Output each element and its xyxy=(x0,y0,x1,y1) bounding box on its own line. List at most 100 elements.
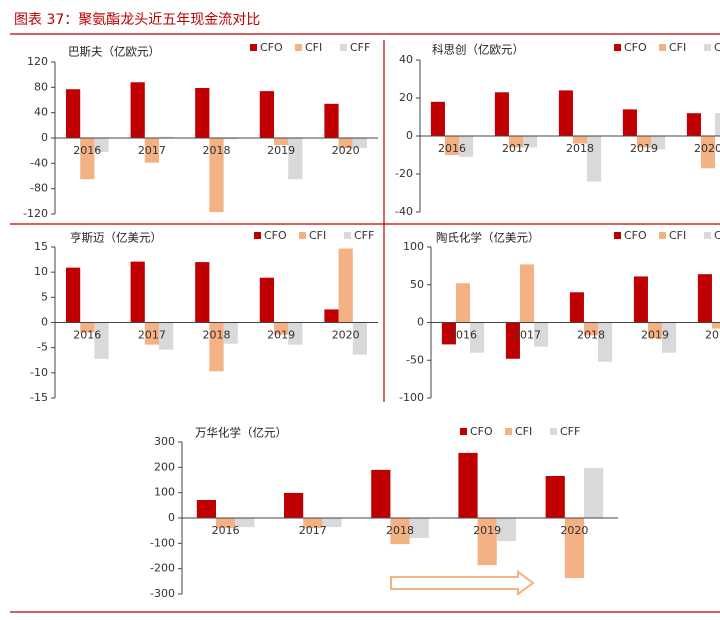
legend-swatch xyxy=(254,232,261,239)
x-tick-label: 2017 xyxy=(138,144,166,157)
bar xyxy=(583,468,604,518)
chart-title: 科思创（亿欧元） xyxy=(432,43,524,57)
y-tick-label: 0 xyxy=(417,316,424,329)
chart-title: 陶氏化学（亿美元） xyxy=(436,231,540,245)
y-tick-label: 50 xyxy=(410,278,424,291)
x-tick-label: 2019 xyxy=(641,329,669,342)
bar xyxy=(459,136,474,157)
x-tick-label: 2018 xyxy=(566,142,594,155)
bar xyxy=(622,109,637,136)
bar xyxy=(80,322,95,333)
x-tick-label: 2019 xyxy=(267,329,295,342)
x-tick-label: 2016 xyxy=(73,329,101,342)
x-tick-label: 2016 xyxy=(438,142,466,155)
bar xyxy=(322,518,342,528)
legend-label: CFF xyxy=(354,229,374,242)
bar xyxy=(159,136,174,138)
legend-label: CFF xyxy=(714,229,720,242)
y-tick-label: 0 xyxy=(168,511,175,524)
y-tick-label: -50 xyxy=(406,353,424,366)
bar xyxy=(711,322,720,329)
y-tick-label: 0 xyxy=(41,316,48,329)
x-tick-label: 2018 xyxy=(386,524,414,537)
x-tick-label: 2020 xyxy=(332,144,360,157)
bar xyxy=(558,90,573,136)
legend-label: CFF xyxy=(350,41,370,54)
bar xyxy=(569,292,584,323)
x-tick-label: 2017 xyxy=(502,142,530,155)
arrow xyxy=(390,570,535,596)
bar xyxy=(338,138,353,149)
y-tick-label: 80 xyxy=(34,80,48,93)
bar xyxy=(303,518,323,529)
bar xyxy=(494,92,509,136)
bar xyxy=(697,274,712,323)
y-tick-label: 15 xyxy=(34,240,48,253)
legend-swatch xyxy=(250,44,257,51)
legend-label: CFO xyxy=(624,229,647,242)
bar xyxy=(430,101,445,136)
x-tick-label: 2016 xyxy=(449,329,477,342)
bar xyxy=(458,452,478,518)
bar xyxy=(651,136,666,150)
y-tick-label: -40 xyxy=(395,205,413,218)
bar xyxy=(284,492,304,518)
bar xyxy=(587,136,602,182)
bar xyxy=(534,322,549,347)
x-tick-label: 2017 xyxy=(513,329,541,342)
y-tick-label: 40 xyxy=(34,106,48,119)
bar xyxy=(508,136,524,148)
bar xyxy=(477,518,497,566)
y-tick-label: 120 xyxy=(27,55,48,68)
bar xyxy=(324,103,339,138)
y-tick-label: 100 xyxy=(403,240,424,253)
bar xyxy=(130,261,145,323)
bar xyxy=(715,113,720,136)
bar xyxy=(470,322,485,353)
y-tick-label: -40 xyxy=(30,156,48,169)
y-tick-label: 40 xyxy=(399,53,413,66)
bar xyxy=(259,91,274,138)
legend-label: CFO xyxy=(260,41,283,54)
y-tick-label: -5 xyxy=(37,341,48,354)
x-tick-label: 2018 xyxy=(203,329,231,342)
legend-swatch xyxy=(505,428,512,435)
x-tick-label: 2019 xyxy=(267,144,295,157)
legend-label: CFI xyxy=(669,229,686,242)
y-tick-label: 5 xyxy=(41,290,48,303)
chart-title: 万华化学（亿元） xyxy=(195,426,287,440)
legend-label: CFO xyxy=(264,229,287,242)
bar xyxy=(259,277,274,323)
bar xyxy=(523,136,538,148)
x-tick-label: 2020 xyxy=(705,329,720,342)
bar xyxy=(455,283,471,323)
bar xyxy=(441,322,456,345)
legend-label: CFO xyxy=(624,41,647,54)
bar xyxy=(371,469,391,518)
x-tick-label: 2016 xyxy=(73,144,101,157)
x-tick-label: 2019 xyxy=(630,142,658,155)
bar xyxy=(662,322,677,353)
legend-label: CFI xyxy=(515,425,532,438)
bar xyxy=(235,518,255,528)
x-tick-label: 2020 xyxy=(332,329,360,342)
legend-label: CFI xyxy=(309,229,326,242)
bar xyxy=(195,87,210,138)
y-tick-label: 10 xyxy=(34,265,48,278)
y-tick-label: 20 xyxy=(399,91,413,104)
bar xyxy=(209,138,224,213)
bar xyxy=(159,322,174,350)
legend-swatch xyxy=(340,44,347,51)
bar xyxy=(94,322,109,359)
figure-title: 图表 37：聚氨酯龙头近五年现金流对比 xyxy=(14,12,260,28)
bar xyxy=(144,138,160,163)
x-tick-label: 2016 xyxy=(212,524,240,537)
y-tick-label: 300 xyxy=(154,435,175,448)
bar xyxy=(598,322,613,362)
bar xyxy=(324,309,339,323)
legend-swatch xyxy=(704,44,711,51)
x-tick-label: 2017 xyxy=(299,524,327,537)
bar xyxy=(352,322,368,355)
bar xyxy=(288,138,303,180)
